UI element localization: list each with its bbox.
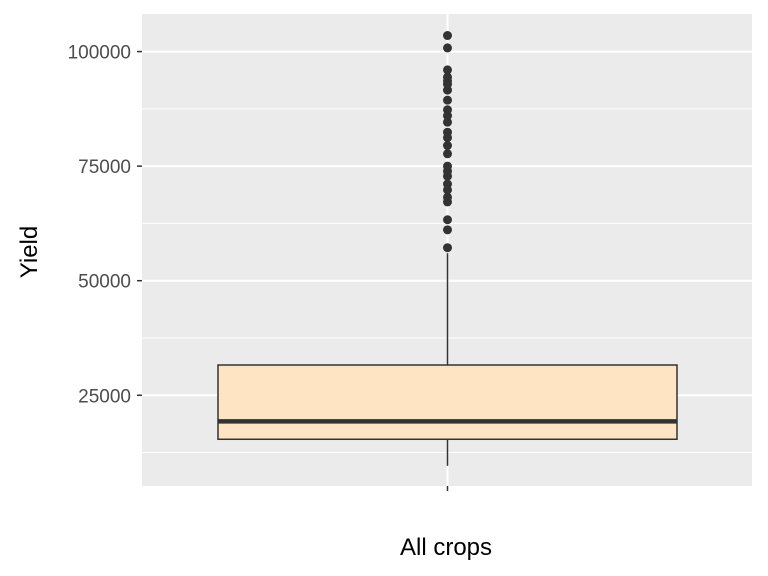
y-axis-title: Yield — [16, 226, 43, 278]
outlier-point — [443, 161, 452, 171]
iqr-box — [217, 364, 678, 441]
outlier-point — [443, 192, 452, 202]
outlier-point — [443, 179, 452, 189]
outlier-point — [443, 65, 452, 75]
outlier-point — [443, 72, 452, 82]
y-tick-label: 50000 — [78, 272, 131, 293]
x-axis-title: All crops — [400, 534, 492, 561]
box-layer — [217, 31, 678, 466]
y-axis: 25000 50000 75000 100000 — [68, 43, 142, 407]
outlier-point — [443, 127, 452, 137]
outlier-point — [443, 117, 452, 127]
outlier-point — [443, 243, 452, 253]
y-tick-label: 100000 — [68, 43, 131, 64]
outlier-point — [443, 149, 452, 159]
outlier-point — [443, 215, 452, 225]
outlier-point — [443, 43, 452, 53]
outlier-point — [443, 141, 452, 151]
y-tick-label: 75000 — [78, 157, 131, 178]
outlier-point — [443, 31, 452, 41]
outlier-point — [443, 95, 452, 105]
outlier-point — [443, 225, 452, 235]
y-tick-label: 25000 — [78, 386, 131, 407]
outlier-point — [443, 105, 452, 115]
